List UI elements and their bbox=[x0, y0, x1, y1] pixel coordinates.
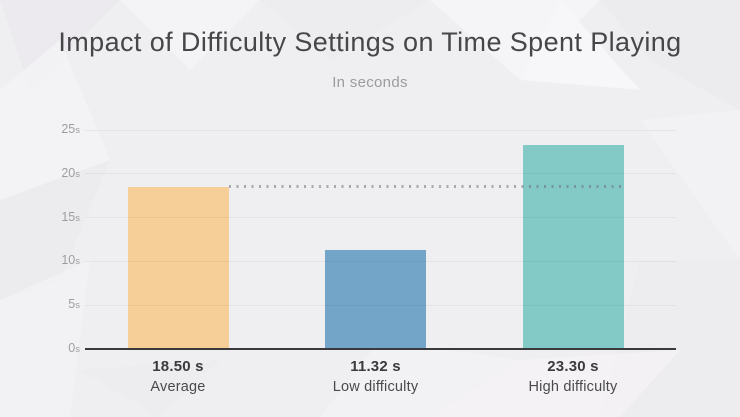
bar-label-group: 11.32 s Low difficulty bbox=[296, 358, 456, 395]
bar-label-group: 18.50 s Average bbox=[98, 358, 258, 395]
y-tick-number: 15 bbox=[61, 209, 76, 224]
gridline-20s bbox=[85, 173, 676, 175]
gridline-5s bbox=[85, 304, 676, 306]
y-tick-unit: s bbox=[75, 125, 80, 136]
chart-subtitle: In seconds bbox=[332, 74, 408, 91]
y-tick-unit: s bbox=[75, 256, 80, 268]
y-tick-number: 20 bbox=[61, 165, 76, 180]
y-tick-label-0s: 0s bbox=[28, 340, 80, 358]
gridline-25s bbox=[85, 129, 676, 131]
bar-average bbox=[127, 186, 229, 349]
bar-label-group: 23.30 s High difficulty bbox=[493, 358, 653, 395]
y-tick-label-10s: 10s bbox=[28, 252, 80, 270]
y-tick-unit: s bbox=[75, 344, 80, 355]
bar-low-difficulty bbox=[325, 249, 426, 349]
bar-value-label: 23.30 s bbox=[547, 358, 599, 375]
bar-category-label: Low difficulty bbox=[332, 379, 419, 395]
y-tick-number: 10 bbox=[61, 253, 76, 268]
y-tick-unit: s bbox=[75, 168, 80, 180]
bar-category-label: Average bbox=[150, 379, 206, 395]
bar-category-label: High difficulty bbox=[528, 379, 618, 395]
y-tick-number: 25 bbox=[61, 122, 76, 136]
average-dotted-line bbox=[228, 185, 624, 189]
gridline-15s bbox=[85, 217, 676, 219]
x-axis-line bbox=[85, 348, 676, 350]
y-tick-label-25s: 25s bbox=[28, 121, 80, 139]
chart-title: Impact of Difficulty Settings on Time Sp… bbox=[58, 27, 682, 57]
bar-value-label: 18.50 s bbox=[152, 358, 204, 375]
bar-value-label: 11.32 s bbox=[350, 358, 401, 375]
gridline-10s bbox=[85, 260, 676, 262]
y-tick-unit: s bbox=[75, 300, 80, 312]
y-tick-unit: s bbox=[75, 212, 80, 224]
bar-high-difficulty bbox=[522, 144, 624, 349]
y-tick-label-15s: 15s bbox=[28, 209, 80, 227]
y-tick-number: 0 bbox=[68, 341, 76, 355]
y-tick-number: 5 bbox=[68, 297, 76, 312]
y-tick-label-20s: 20s bbox=[28, 165, 80, 183]
y-tick-label-5s: 5s bbox=[28, 296, 80, 314]
